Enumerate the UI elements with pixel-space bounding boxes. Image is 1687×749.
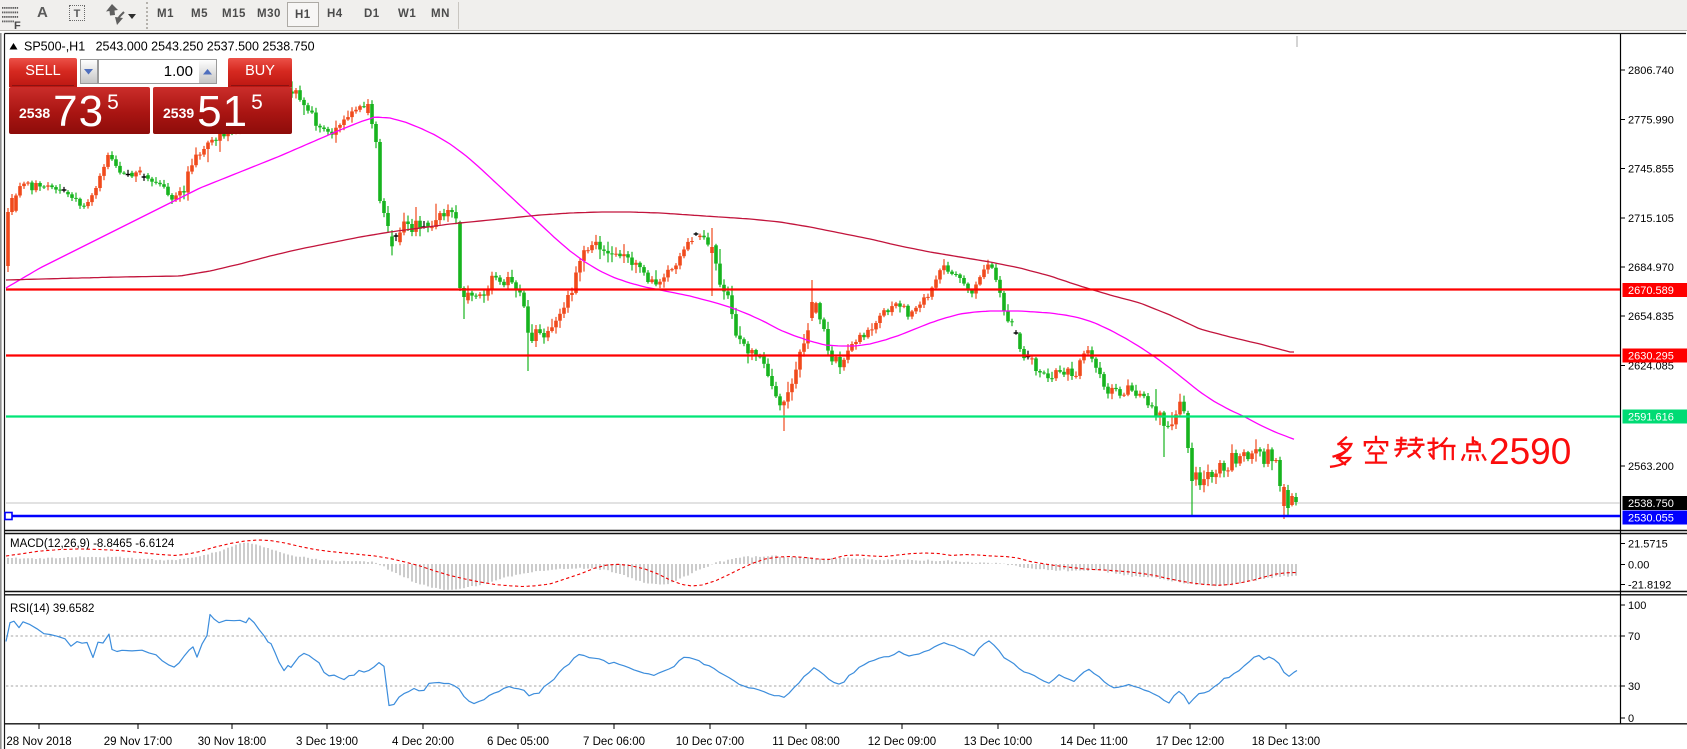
svg-text:2684.970: 2684.970 [1628, 262, 1674, 274]
svg-text:28 Nov 2018: 28 Nov 2018 [6, 736, 71, 748]
svg-text:10 Dec 07:00: 10 Dec 07:00 [676, 736, 744, 748]
svg-text:0.00: 0.00 [1628, 560, 1649, 572]
svg-text:2670.589: 2670.589 [1628, 285, 1674, 297]
svg-text:MACD(12,26,9) -8.8465 -6.6124: MACD(12,26,9) -8.8465 -6.6124 [10, 538, 175, 550]
svg-text:-21.8192: -21.8192 [1628, 580, 1671, 592]
svg-text:6 Dec 05:00: 6 Dec 05:00 [487, 736, 549, 748]
svg-text:7 Dec 06:00: 7 Dec 06:00 [583, 736, 645, 748]
svg-text:4 Dec 20:00: 4 Dec 20:00 [392, 736, 454, 748]
svg-text:2590: 2590 [1489, 431, 1571, 472]
svg-text:2715.105: 2715.105 [1628, 213, 1674, 225]
svg-text:F: F [14, 20, 21, 31]
svg-text:30: 30 [1628, 681, 1640, 693]
svg-text:RSI(14) 39.6582: RSI(14) 39.6582 [10, 603, 94, 615]
svg-text:21.5715: 21.5715 [1628, 539, 1668, 551]
svg-text:2745.855: 2745.855 [1628, 164, 1674, 176]
svg-text:29 Nov 17:00: 29 Nov 17:00 [104, 736, 172, 748]
svg-text:2775.990: 2775.990 [1628, 115, 1674, 127]
svg-text:30 Nov 18:00: 30 Nov 18:00 [198, 736, 266, 748]
svg-text:17 Dec 12:00: 17 Dec 12:00 [1156, 736, 1224, 748]
svg-text:100: 100 [1628, 600, 1646, 612]
svg-text:3 Dec 19:00: 3 Dec 19:00 [296, 736, 358, 748]
svg-text:2806.740: 2806.740 [1628, 65, 1674, 77]
svg-text:12 Dec 09:00: 12 Dec 09:00 [868, 736, 936, 748]
svg-text:14 Dec 11:00: 14 Dec 11:00 [1060, 736, 1128, 748]
svg-text:2530.055: 2530.055 [1628, 513, 1674, 525]
svg-text:2654.835: 2654.835 [1628, 311, 1674, 323]
svg-text:2591.616: 2591.616 [1628, 412, 1674, 424]
svg-text:18 Dec 13:00: 18 Dec 13:00 [1252, 736, 1320, 748]
svg-text:70: 70 [1628, 631, 1640, 643]
svg-text:2630.295: 2630.295 [1628, 351, 1674, 363]
svg-text:11 Dec 08:00: 11 Dec 08:00 [772, 736, 840, 748]
svg-text:2624.085: 2624.085 [1628, 361, 1674, 373]
svg-text:2538.750: 2538.750 [1628, 498, 1674, 510]
svg-text:2563.200: 2563.200 [1628, 461, 1674, 473]
svg-text:0: 0 [1628, 713, 1634, 725]
svg-text:13 Dec 10:00: 13 Dec 10:00 [964, 736, 1032, 748]
svg-text:SP500-,H1 2543.000 2543.250: SP500-,H1 2543.000 2543.250 2537.500 253… [24, 40, 315, 54]
